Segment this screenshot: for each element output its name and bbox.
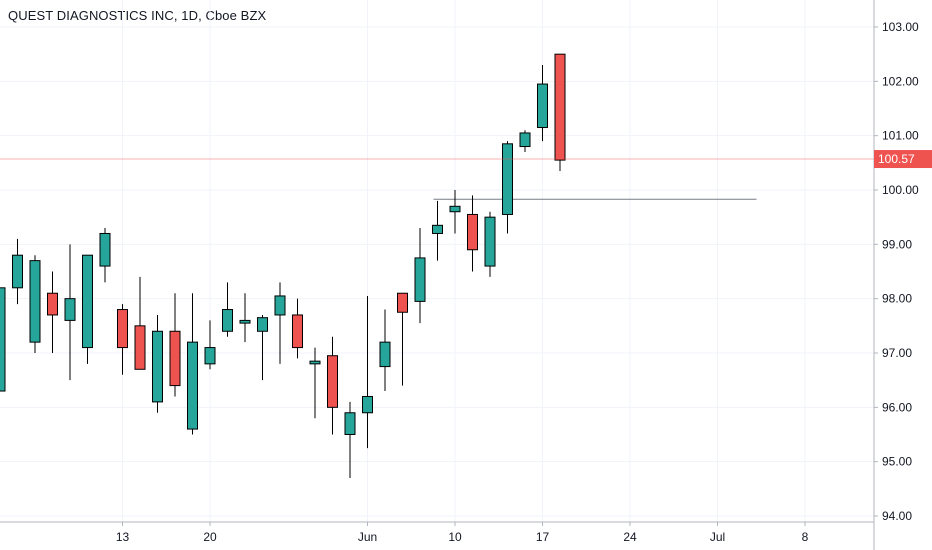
candle-body [0,287,6,392]
candle[interactable] [239,293,251,343]
chart-grid [0,0,874,522]
candle-body [274,295,286,316]
candle[interactable] [29,255,41,353]
candle[interactable] [414,228,426,324]
candle-body [344,412,356,435]
candle[interactable] [449,190,461,234]
candle-body [169,330,181,387]
candle-body [292,314,303,349]
time-tick-label: 13 [116,530,130,544]
candle-body [467,213,478,251]
candle-body [29,260,41,343]
candle[interactable] [82,254,93,364]
candle[interactable] [432,200,443,261]
candle[interactable] [274,282,286,364]
candle-body [204,347,216,365]
last-price-label: 100.57 [878,152,915,166]
candle-body [502,143,513,215]
candle-body [449,205,461,213]
candle[interactable] [12,238,23,305]
time-tick-label: 10 [448,530,462,544]
candle[interactable] [344,401,356,478]
candle[interactable] [397,292,408,386]
candle[interactable] [519,130,531,152]
candle[interactable] [379,309,391,392]
candle[interactable] [64,244,76,381]
chart-title: QUEST DIAGNOSTICS INC, 1D, Cboe BZX [8,8,267,23]
candle[interactable] [47,271,58,354]
candle[interactable] [309,347,321,419]
candle[interactable] [537,65,548,142]
candle[interactable] [204,320,216,370]
candle[interactable] [484,211,496,277]
candle[interactable] [467,195,478,272]
price-tick-label: 101.00 [882,129,919,143]
time-tick-label: Jul [710,530,725,544]
candle-body [12,254,23,289]
time-tick-label: 8 [802,530,809,544]
candle-body [64,298,76,321]
last-price-badge [874,150,932,169]
price-axis[interactable]: 94.00 95.00 96.00 97.00 98.00 99.00 100.00 101.… [873,0,932,550]
candle[interactable] [187,293,198,435]
candle-body [47,292,58,316]
candle-body [309,360,321,365]
candle[interactable] [327,336,338,435]
candle[interactable] [99,228,111,283]
price-tick-label: 102.00 [882,74,919,88]
candle-body [239,319,251,324]
candle-body [484,216,496,267]
candle-body [99,232,111,267]
price-tick-label: 95.00 [882,455,912,469]
price-tick-label: 94.00 [882,509,912,523]
candle-body [327,355,338,408]
candle[interactable] [292,298,303,359]
candle[interactable] [134,276,146,370]
time-tick-label: 17 [536,530,550,544]
candle-body [187,341,198,430]
time-tick-label: 24 [623,530,637,544]
price-tick-label: 98.00 [882,292,912,306]
candle[interactable] [502,141,513,234]
candle-body [554,53,566,161]
candle[interactable] [257,314,268,381]
candle[interactable] [117,304,128,375]
candle-body [519,132,531,148]
candle-body [397,292,408,313]
candle-body [414,257,426,302]
time-axis[interactable]: 13 20 Jun 10 17 24 Jul 8 [0,521,874,544]
candle-body [257,317,268,332]
candle-body [152,330,163,403]
price-tick-label: 96.00 [882,400,912,414]
candle-body [82,254,93,349]
candle[interactable] [169,293,181,397]
candle-body [222,309,233,332]
candle-body [537,83,548,129]
candle[interactable] [362,295,373,449]
candle[interactable] [222,282,233,337]
price-tick-label: 99.00 [882,237,912,251]
time-tick-label: 20 [203,530,217,544]
price-tick-label: 100.00 [882,183,919,197]
candle-body [362,395,373,414]
candle[interactable] [554,53,566,171]
candle[interactable] [152,314,163,413]
price-tick-label: 97.00 [882,346,912,360]
candle-body [379,341,391,368]
time-tick-label: Jun [358,530,377,544]
candle-body [134,325,146,370]
price-tick-label: 103.00 [882,20,919,34]
candle[interactable] [0,287,6,392]
candle-body [432,224,443,234]
candles-group [0,53,566,478]
candle-body [117,309,128,349]
